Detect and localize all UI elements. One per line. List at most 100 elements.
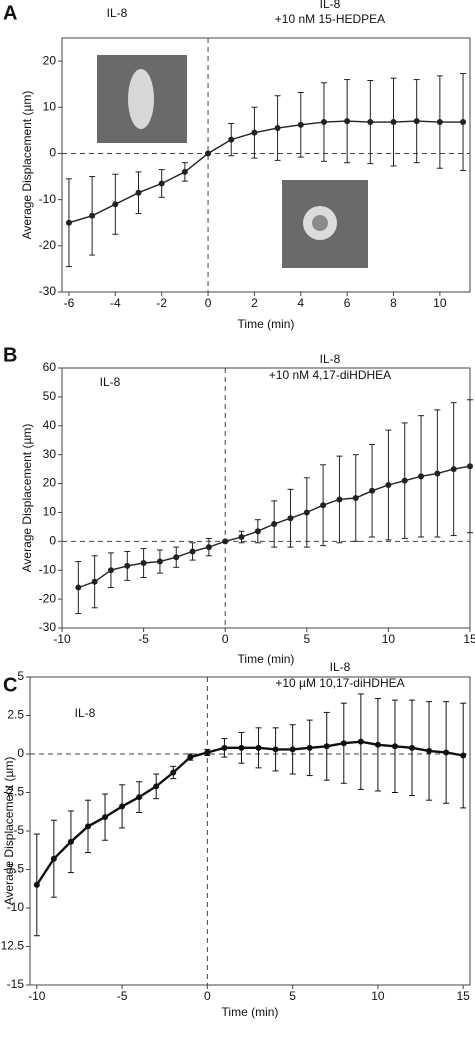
data-point	[254, 528, 261, 535]
data-point	[306, 744, 313, 751]
y-tick-label: -5	[13, 823, 24, 837]
y-tick-label: -2.5	[3, 785, 24, 799]
data-line	[68, 120, 463, 224]
x-tick-label: 10	[371, 989, 385, 1003]
data-point	[189, 548, 196, 555]
data-point	[158, 180, 165, 187]
panel-letter: C	[3, 674, 17, 696]
y-tick-label: -7.5	[3, 862, 24, 876]
x-tick-label: 4	[297, 296, 304, 310]
annotation: IL-8	[100, 375, 121, 389]
data-point	[204, 749, 211, 756]
data-point	[340, 740, 347, 747]
x-tick-label: 2	[251, 296, 258, 310]
data-point	[91, 578, 98, 585]
x-tick-label: -10	[28, 989, 46, 1003]
x-tick-label: 10	[382, 632, 396, 646]
data-point	[297, 121, 304, 128]
data-point	[450, 466, 457, 473]
y-tick-label: -30	[39, 620, 57, 634]
x-tick-label: -10	[53, 632, 71, 646]
annotation: IL-8	[320, 352, 341, 366]
data-point	[460, 752, 467, 759]
x-tick-label: 5	[289, 989, 296, 1003]
y-tick-label: 0	[17, 746, 24, 760]
y-tick-label: 0	[49, 534, 56, 548]
data-point	[409, 744, 416, 751]
annotation: +10 nM 15-HEDPEA	[275, 12, 385, 26]
plot-frame	[61, 367, 471, 629]
y-tick-label: 50	[43, 389, 57, 403]
x-tick-label: -5	[117, 989, 128, 1003]
y-tick-label: 0	[49, 146, 56, 160]
x-tick-label: 8	[390, 296, 397, 310]
data-point	[84, 823, 91, 830]
data-point	[255, 744, 262, 751]
y-tick-label: -20	[39, 591, 57, 605]
data-point	[436, 119, 443, 126]
data-point	[303, 509, 310, 516]
data-point	[135, 189, 142, 196]
y-tick-label: -10	[39, 562, 57, 576]
x-tick-label: 15	[456, 989, 470, 1003]
data-point	[426, 747, 433, 754]
data-point	[467, 463, 473, 470]
y-axis-title: Average Displacement (µm)	[20, 424, 34, 573]
y-tick-label: 10	[43, 505, 57, 519]
y-tick-label: -15	[7, 977, 25, 991]
data-point	[369, 487, 376, 494]
data-point	[418, 473, 425, 480]
data-point	[33, 881, 40, 888]
data-line	[35, 740, 464, 886]
x-axis-title: Time (min)	[222, 1005, 279, 1019]
data-point	[205, 544, 212, 551]
x-tick-label: 5	[303, 632, 310, 646]
data-point	[323, 743, 330, 750]
data-point	[102, 814, 109, 821]
data-point	[385, 482, 392, 488]
data-point	[136, 794, 143, 801]
data-point	[124, 562, 131, 569]
x-tick-label: -5	[138, 632, 149, 646]
y-tick-label: 20	[43, 53, 57, 67]
data-point	[367, 119, 374, 126]
data-point	[320, 502, 327, 509]
data-point	[205, 150, 212, 157]
data-point	[413, 118, 420, 125]
y-tick-label: 5	[17, 669, 24, 683]
y-tick-label: -10	[39, 192, 57, 206]
cell-shape	[312, 215, 328, 231]
data-point	[320, 119, 327, 126]
y-tick-label: 10	[43, 99, 57, 113]
data-point	[107, 567, 114, 574]
annotation: IL-8	[330, 660, 351, 674]
x-tick-label: 10	[433, 296, 447, 310]
data-point	[119, 803, 126, 810]
x-tick-label: 0	[205, 296, 212, 310]
data-point	[181, 168, 188, 175]
data-point	[50, 855, 57, 862]
data-point	[173, 554, 180, 561]
data-point	[222, 538, 229, 545]
plot-frame	[61, 37, 471, 293]
x-tick-label: -6	[64, 296, 75, 310]
y-tick-label: 40	[43, 418, 57, 432]
data-point	[390, 119, 397, 126]
x-tick-label: -2	[156, 296, 167, 310]
annotation: IL-8	[75, 706, 96, 720]
x-tick-label: 0	[204, 989, 211, 1003]
data-point	[238, 744, 245, 751]
plot-frame	[29, 676, 471, 986]
data-point	[401, 477, 408, 484]
data-point	[140, 560, 147, 566]
data-point	[228, 136, 235, 143]
y-axis-title: Average Displacement (µm)	[20, 91, 34, 240]
y-tick-label: -12.5	[0, 939, 24, 953]
y-axis-title: Average Displacement (µm)	[2, 757, 16, 906]
data-point	[187, 754, 194, 761]
data-point	[357, 738, 364, 745]
data-point	[65, 219, 72, 226]
y-tick-label: 20	[43, 476, 57, 490]
